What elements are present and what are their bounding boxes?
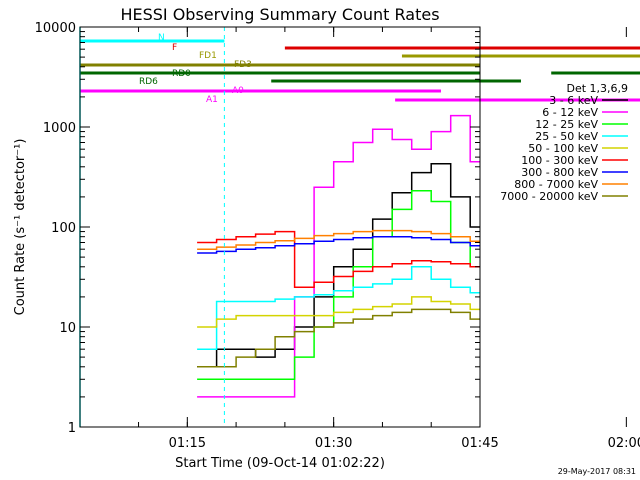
legend-label: 7000 - 20000 keV: [500, 190, 598, 203]
footer-date: 29-May-2017 08:31: [558, 467, 636, 476]
series-line-8: [197, 229, 480, 250]
y-axis-label: Count Rate (s⁻¹ detector⁻¹): [13, 139, 28, 316]
series-line-6: [197, 230, 480, 288]
series-line-1: [197, 162, 480, 368]
series-layer: [197, 114, 480, 398]
legend-label: 100 - 300 keV: [521, 154, 598, 167]
legend-label: 800 - 7000 keV: [514, 178, 598, 191]
series-line-9: [197, 308, 480, 368]
state-bar-label: A0: [232, 86, 244, 96]
y-tick-label: 1000: [43, 121, 76, 136]
series-line-7: [197, 235, 480, 254]
x-tick-label: 01:15: [169, 436, 206, 451]
legend-label: 6 - 12 keV: [542, 106, 598, 119]
chart-title: HESSI Observing Summary Count Rates: [120, 5, 439, 24]
x-tick-label: 01:45: [461, 436, 498, 451]
plot-frame: [79, 26, 481, 428]
y-tick-label: 100: [51, 221, 76, 236]
state-bar-label: F: [172, 43, 177, 53]
x-tick-label: 01:30: [315, 436, 352, 451]
state-bar-label: RD0: [172, 69, 191, 79]
state-bar-label: A1: [206, 95, 218, 105]
y-tick-label: 10: [59, 321, 76, 336]
legend-label: 300 - 800 keV: [521, 166, 598, 179]
series-line-4: [197, 266, 480, 350]
legend-label: 12 - 25 keV: [535, 118, 598, 131]
y-tick-label: 1: [68, 421, 76, 436]
series-line-5: [197, 296, 480, 328]
state-bar-label: RD6: [139, 77, 158, 87]
state-bar-layer: NF FD1 FD3 RD0 RD6 A0 A1: [79, 27, 640, 427]
series-line-2: [197, 114, 480, 398]
x-axis-label: Start Time (09-Oct-14 01:02:22): [175, 456, 385, 471]
y-tick-label: 10000: [35, 21, 76, 36]
legend-label: 25 - 50 keV: [535, 130, 598, 143]
legend-label: 50 - 100 keV: [528, 142, 598, 155]
state-bar-label: FD1: [199, 51, 217, 61]
series-line-3: [197, 190, 480, 381]
legend-label: 3 - 6 keV: [549, 94, 598, 107]
y-axis-ticks: 1 10 100 1000 10000: [35, 21, 480, 436]
legend-title: Det 1,3,6,9: [566, 82, 628, 95]
x-tick-label: 02:00: [608, 436, 640, 451]
state-bar-label: N: [158, 33, 165, 43]
state-bar-label: FD3: [234, 60, 252, 70]
